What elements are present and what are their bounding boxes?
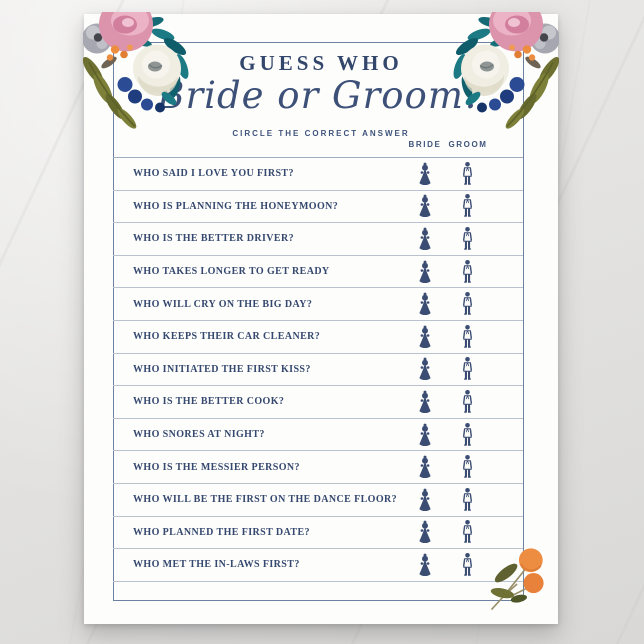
groom-column-header: GROOM <box>448 140 488 149</box>
game-card: GUESS WHO Bride or Groom? CIRCLE THE COR… <box>83 12 559 624</box>
instructions-text: CIRCLE THE CORRECT ANSWER <box>232 129 410 138</box>
question-text: WHO IS PLANNING THE HONEYMOON? <box>133 200 339 212</box>
question-text: WHO MET THE IN-LAWS FIRST? <box>133 559 300 571</box>
questions-list: WHO SAID I LOVE YOU FIRST? WHO IS PLANNI… <box>113 157 523 582</box>
question-row: WHO INITIATED THE FIRST KISS? <box>113 354 523 387</box>
groom-icon <box>461 291 474 317</box>
groom-icon <box>461 454 474 480</box>
bride-icon <box>414 455 436 480</box>
bride-icon <box>414 357 436 382</box>
bride-icon <box>414 161 436 186</box>
bride-icon <box>414 324 436 349</box>
bride-icon <box>414 389 436 414</box>
bride-icon <box>414 552 436 577</box>
question-row: WHO IS THE BETTER DRIVER? <box>113 223 523 256</box>
question-text: WHO INITIATED THE FIRST KISS? <box>133 363 311 375</box>
groom-icon <box>461 259 474 284</box>
question-text: WHO WILL CRY ON THE BIG DAY? <box>133 298 313 310</box>
question-row: WHO WILL BE THE FIRST ON THE DANCE FLOOR… <box>113 484 523 517</box>
groom-icon <box>461 422 474 447</box>
groom-icon <box>461 161 474 186</box>
groom-icon <box>461 226 474 251</box>
groom-icon <box>461 487 474 512</box>
groom-icon <box>461 519 474 545</box>
question-row: WHO IS THE BETTER COOK? <box>113 386 523 419</box>
question-row: WHO IS THE MESSIER PERSON? <box>113 451 523 484</box>
bride-icon <box>414 422 436 447</box>
question-row: WHO KEEPS THEIR CAR CLEANER? <box>113 321 523 354</box>
groom-icon <box>461 193 474 219</box>
script-title: Bride or Groom? <box>157 74 485 117</box>
groom-icon <box>461 389 474 414</box>
question-row: WHO SNORES AT NIGHT? <box>113 419 523 452</box>
question-text: WHO PLANNED THE FIRST DATE? <box>133 526 310 538</box>
bride-icon <box>414 520 436 545</box>
card-frame-border <box>113 42 524 601</box>
groom-icon <box>461 552 474 577</box>
question-row: WHO MET THE IN-LAWS FIRST? <box>113 549 523 582</box>
question-text: WHO IS THE MESSIER PERSON? <box>133 461 300 473</box>
page-title: GUESS WHO <box>239 51 403 75</box>
question-text: WHO IS THE BETTER DRIVER? <box>133 233 294 245</box>
question-row: WHO PLANNED THE FIRST DATE? <box>113 517 523 550</box>
bride-column-header: BRIDE <box>408 140 442 149</box>
question-row: WHO IS PLANNING THE HONEYMOON? <box>113 191 523 224</box>
bride-icon <box>414 194 436 219</box>
bride-icon <box>414 487 436 512</box>
question-row: WHO WILL CRY ON THE BIG DAY? <box>113 288 523 321</box>
question-text: WHO SAID I LOVE YOU FIRST? <box>133 168 294 180</box>
groom-icon <box>461 356 474 382</box>
bride-icon <box>414 292 436 317</box>
groom-icon <box>461 324 474 349</box>
bride-icon <box>414 226 436 251</box>
question-text: WHO KEEPS THEIR CAR CLEANER? <box>133 331 321 343</box>
question-text: WHO IS THE BETTER COOK? <box>133 396 285 408</box>
question-text: WHO SNORES AT NIGHT? <box>133 429 265 441</box>
question-text: WHO TAKES LONGER TO GET READY <box>133 266 330 278</box>
question-row: WHO SAID I LOVE YOU FIRST? <box>113 158 523 191</box>
bride-icon <box>414 259 436 284</box>
question-row: WHO TAKES LONGER TO GET READY <box>113 256 523 289</box>
question-text: WHO WILL BE THE FIRST ON THE DANCE FLOOR… <box>133 494 398 506</box>
